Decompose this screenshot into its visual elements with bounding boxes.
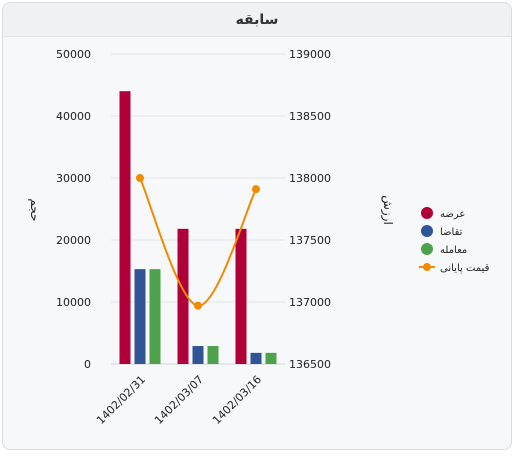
- bar: [250, 352, 262, 364]
- legend-label: تقاضا: [440, 227, 463, 238]
- y-right-tick-label: 137500: [289, 234, 331, 247]
- y-left-tick-label: 20000: [56, 234, 91, 247]
- y-right-tick-label: 137000: [289, 296, 331, 309]
- x-tick-label: 1402/03/07: [152, 373, 206, 427]
- y-right-axis-title: ارزش: [380, 195, 395, 225]
- y-left-tick-label: 40000: [56, 110, 91, 123]
- legend-marker: [421, 225, 433, 237]
- legend-label: عرضه: [440, 209, 465, 220]
- y-left-axis-title: حجم: [28, 198, 42, 221]
- price-point: [136, 174, 144, 182]
- bar: [134, 269, 146, 364]
- y-right-tick-label: 139000: [289, 48, 331, 61]
- bar: [149, 269, 161, 364]
- x-tick-label: 1402/03/16: [210, 373, 264, 427]
- legend-marker: [423, 263, 431, 271]
- y-left-tick-label: 0: [84, 358, 91, 371]
- bar: [265, 352, 277, 364]
- bar: [119, 91, 131, 364]
- legend-label: معامله: [440, 245, 467, 256]
- card-header: سابقه: [3, 3, 511, 37]
- price-point: [252, 185, 260, 194]
- y-right-tick-label: 138500: [289, 110, 331, 123]
- bar: [207, 346, 219, 364]
- legend-label: قیمت پایانی: [440, 263, 490, 274]
- legend-marker: [421, 243, 433, 255]
- price-point: [194, 301, 202, 310]
- bar: [235, 228, 247, 364]
- bar: [177, 228, 189, 364]
- x-tick-label: 1402/02/31: [94, 373, 148, 427]
- y-left-tick-label: 10000: [56, 296, 91, 309]
- y-left-tick-label: 30000: [56, 172, 91, 185]
- card-title: سابقه: [235, 11, 279, 28]
- y-left-tick-label: 50000: [56, 48, 91, 61]
- y-right-tick-label: 138000: [289, 172, 331, 185]
- legend-marker: [421, 207, 433, 219]
- history-chart: 0 10000 20000 30000 40000 50000 136500 137000 13…: [28, 48, 490, 427]
- bar: [192, 346, 204, 364]
- history-card: سابقه 0 10000 20000 30000 40000 50000 136500 13…: [2, 2, 512, 450]
- y-right-tick-label: 136500: [289, 358, 331, 371]
